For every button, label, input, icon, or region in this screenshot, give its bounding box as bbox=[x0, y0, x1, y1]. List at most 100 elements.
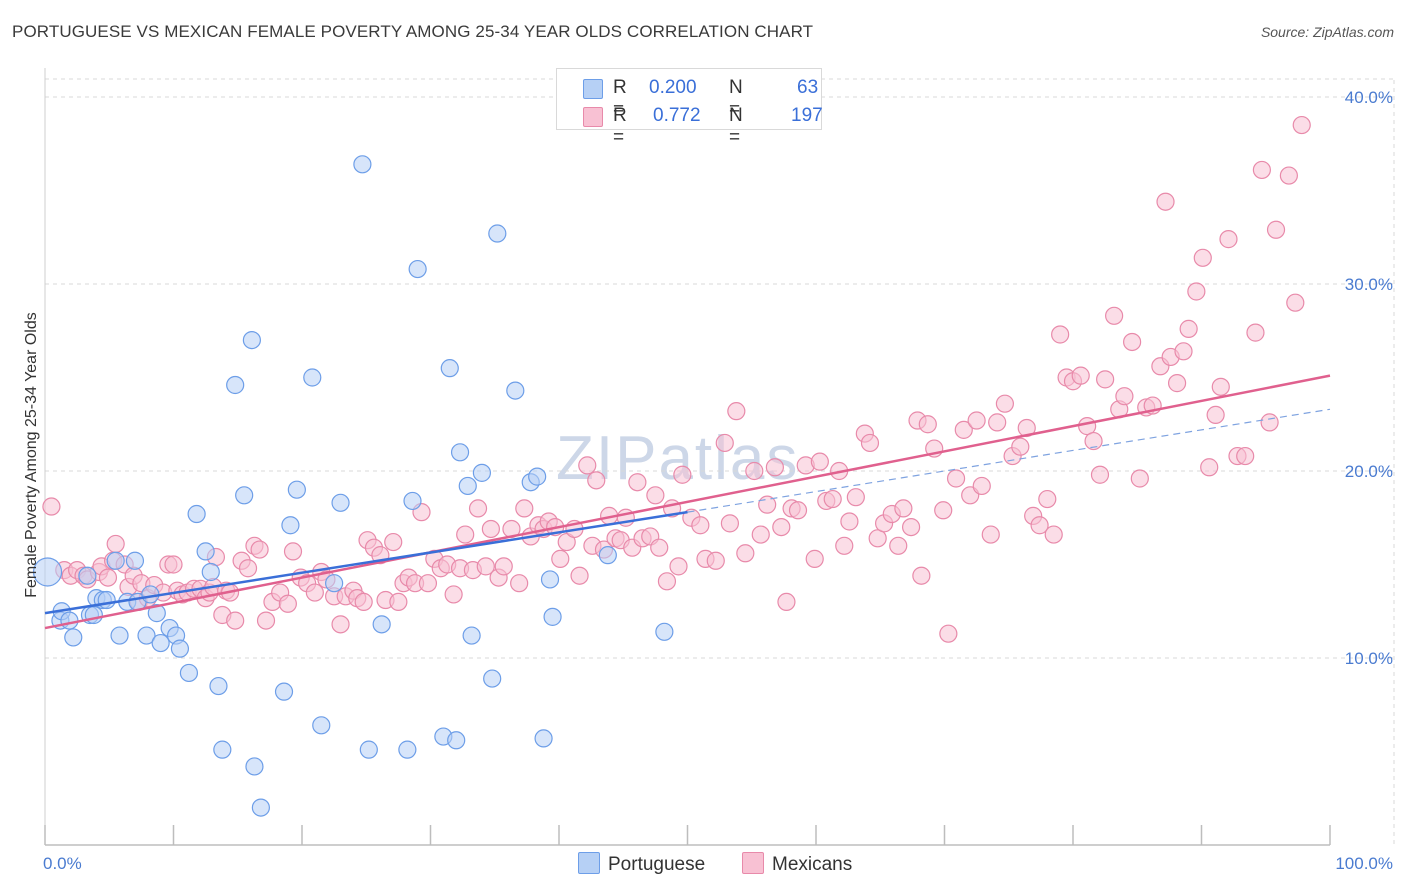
portuguese-point bbox=[32, 557, 63, 587]
portuguese-point bbox=[196, 542, 215, 561]
portuguese-point bbox=[226, 375, 245, 395]
mexicans-point bbox=[860, 433, 880, 453]
mexicans-point bbox=[1038, 489, 1057, 509]
tick-labels: 10.0% 20.0% 30.0% 40.0% 0.0% 100.0% bbox=[43, 88, 1393, 873]
y-tick-label: 30.0% bbox=[1345, 275, 1393, 294]
mexicans-point bbox=[846, 488, 865, 507]
mexicans-point bbox=[1105, 306, 1124, 325]
mexicans-point bbox=[810, 452, 829, 471]
trend-lines bbox=[44, 374, 1331, 630]
mexicans-point bbox=[657, 572, 677, 591]
mexicans-point bbox=[988, 413, 1007, 432]
mexicans-point bbox=[481, 519, 500, 539]
portuguese-point bbox=[488, 224, 507, 243]
legend-label: Portuguese bbox=[608, 854, 706, 875]
mexicans-point bbox=[418, 574, 438, 593]
portuguese-point bbox=[170, 639, 190, 658]
portuguese-point bbox=[359, 740, 378, 759]
mexicans-point bbox=[1252, 160, 1271, 180]
mexicans-point bbox=[727, 402, 746, 421]
mexicans-point bbox=[444, 585, 463, 604]
mexicans-point bbox=[1260, 413, 1279, 432]
mexicans-point bbox=[788, 501, 808, 520]
portuguese-point bbox=[450, 443, 470, 462]
portuguese-point bbox=[213, 740, 232, 759]
mexicans-swatch bbox=[583, 107, 603, 127]
mexicans-point bbox=[389, 592, 408, 612]
mexicans-point bbox=[578, 456, 597, 475]
mexicans-point bbox=[954, 420, 973, 439]
portuguese-point bbox=[137, 626, 156, 645]
portuguese-point bbox=[60, 611, 79, 630]
mexicans-point bbox=[587, 471, 606, 490]
portuguese-point bbox=[540, 570, 560, 589]
r-label: R = bbox=[613, 77, 627, 120]
mexicans-point bbox=[1123, 332, 1142, 352]
portuguese-point bbox=[303, 368, 322, 387]
mexicans-point bbox=[823, 489, 842, 509]
mexicans-point bbox=[1279, 166, 1298, 185]
mexicans-point bbox=[967, 411, 986, 430]
portuguese-point bbox=[403, 491, 422, 511]
correlation-legend: R = 0.200 N = 63 R = 0.772 N = 197 bbox=[556, 68, 823, 148]
mexicans-point bbox=[777, 592, 796, 612]
mexicans-point bbox=[1286, 293, 1305, 312]
mexicans-point bbox=[706, 551, 725, 570]
mexicans-point bbox=[354, 592, 373, 612]
mexicans-point bbox=[894, 499, 913, 518]
mexicans-point bbox=[1167, 374, 1187, 393]
mexicans-point bbox=[946, 469, 966, 488]
source-label: Source: ZipAtlas.com bbox=[1260, 24, 1394, 40]
portuguese-point bbox=[325, 574, 344, 593]
mexicans-point bbox=[995, 394, 1014, 413]
portuguese-point bbox=[110, 626, 129, 645]
mexicans-point bbox=[468, 499, 488, 518]
n-label: N = bbox=[729, 105, 743, 148]
legend-item-portuguese[interactable]: Portuguese bbox=[578, 852, 705, 876]
portuguese-point bbox=[458, 476, 477, 496]
mexicans-point bbox=[673, 465, 692, 484]
n-value: 63 bbox=[797, 77, 819, 98]
legend-label: Mexicans bbox=[772, 854, 853, 875]
portuguese-point bbox=[440, 359, 459, 378]
portuguese-point bbox=[287, 480, 306, 499]
mexicans-point bbox=[106, 534, 125, 554]
mexicans-point bbox=[1017, 418, 1036, 438]
mexicans-point bbox=[1211, 377, 1230, 396]
y-tick-label: 10.0% bbox=[1345, 649, 1393, 668]
portuguese-point bbox=[372, 615, 391, 634]
mexicans-point bbox=[772, 517, 791, 537]
portuguese-trend-extension bbox=[687, 408, 1331, 513]
mexicans-point bbox=[1236, 446, 1255, 466]
portuguese-point bbox=[655, 622, 674, 641]
mexicans-point bbox=[650, 538, 669, 557]
mexicans-point bbox=[745, 461, 764, 481]
mexicans-point bbox=[939, 624, 958, 643]
mexicans-point bbox=[238, 559, 258, 578]
portuguese-point bbox=[543, 607, 562, 626]
portuguese-point bbox=[209, 676, 228, 696]
mexicans-point bbox=[720, 514, 740, 533]
portuguese-point bbox=[245, 757, 264, 776]
portuguese-point bbox=[462, 626, 481, 645]
portuguese-point bbox=[235, 486, 254, 505]
mexicans-point bbox=[1090, 465, 1110, 484]
mexicans-point bbox=[250, 540, 269, 559]
portuguese-point bbox=[312, 716, 331, 735]
mexicans-trend-line bbox=[44, 374, 1331, 630]
mexicans-point bbox=[1206, 405, 1225, 424]
legend-item-mexicans[interactable]: Mexicans bbox=[742, 852, 852, 876]
mexicans-point bbox=[715, 433, 734, 453]
mexicans-point bbox=[934, 501, 953, 520]
mexicans-point bbox=[1084, 431, 1103, 451]
mexicans-point bbox=[912, 566, 931, 585]
mexicans-point bbox=[1292, 115, 1311, 135]
portuguese-point bbox=[528, 467, 547, 486]
portuguese-point bbox=[179, 663, 199, 683]
portuguese-point bbox=[151, 633, 170, 653]
mexicans-point bbox=[1200, 458, 1219, 477]
portuguese-point bbox=[598, 546, 617, 565]
portuguese-point bbox=[331, 493, 350, 512]
y-tick-label: 20.0% bbox=[1345, 462, 1393, 481]
portuguese-swatch bbox=[583, 79, 603, 99]
